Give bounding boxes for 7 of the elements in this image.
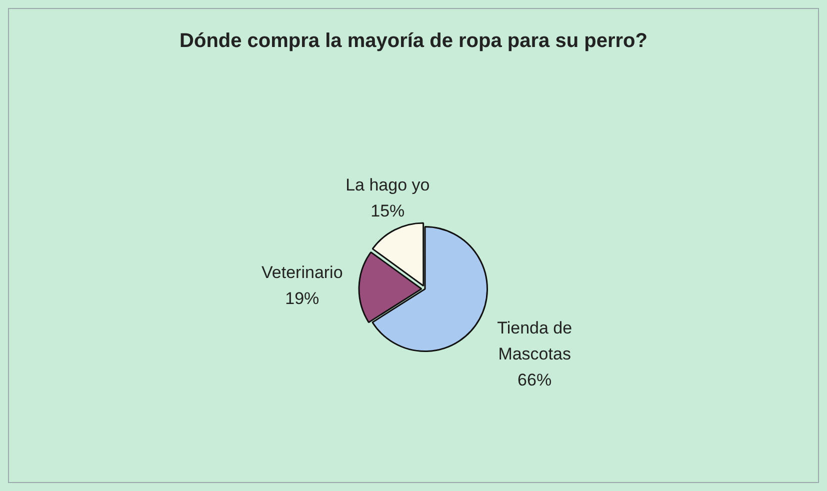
data-label: 19% [285, 289, 320, 308]
slice-label: La hago yo [346, 175, 430, 194]
data-label: 15% [370, 201, 405, 220]
slice-label: Tienda de Mascotas [497, 318, 572, 364]
chart-title: Dónde compra la mayoría de ropa para su perro? [178, 30, 648, 53]
data-label: 66% [518, 370, 552, 390]
slice-label: Veterinario [262, 263, 343, 282]
